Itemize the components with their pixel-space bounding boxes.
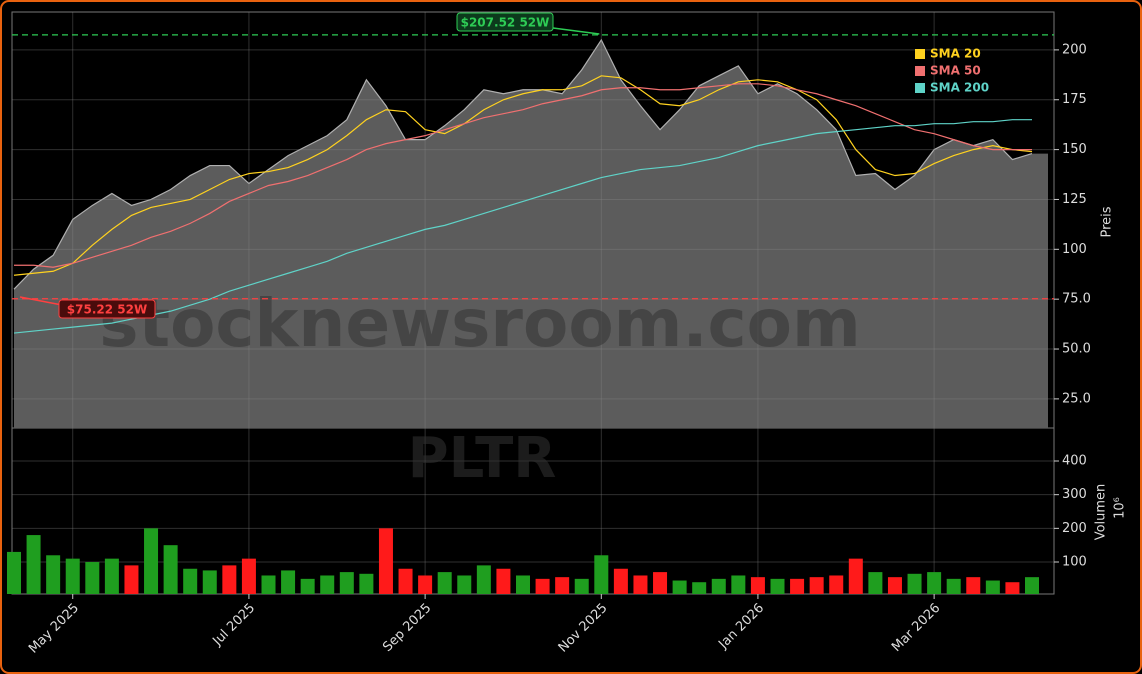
sma-line bbox=[13, 119, 1032, 334]
y-tick-label: 50.0 bbox=[1062, 342, 1091, 357]
volume-bar bbox=[241, 558, 256, 594]
y-axis-label: Preis bbox=[1100, 206, 1115, 237]
volume-bar bbox=[653, 572, 668, 594]
y-tick-label: 125 bbox=[1062, 192, 1087, 207]
volume-bar bbox=[104, 558, 119, 594]
volume-bar bbox=[594, 555, 609, 594]
y2-tick-label: 400 bbox=[1062, 453, 1087, 468]
volume-bar bbox=[437, 572, 452, 594]
volume-bar bbox=[281, 570, 296, 594]
volume-bar bbox=[555, 577, 570, 594]
volume-bar bbox=[7, 551, 21, 594]
sma-line bbox=[13, 75, 1033, 276]
volume-bar bbox=[457, 575, 472, 594]
volume-bar bbox=[222, 565, 237, 594]
volume-bar bbox=[633, 575, 648, 594]
volume-bar bbox=[398, 568, 413, 594]
volume-bar bbox=[496, 568, 511, 594]
volume-bar bbox=[1025, 577, 1039, 594]
legend-label: SMA 20 bbox=[930, 47, 981, 61]
y-tick-label: 175 bbox=[1062, 92, 1087, 107]
volume-bar bbox=[907, 573, 922, 594]
volume-bar bbox=[124, 565, 139, 594]
price-line bbox=[13, 38, 1033, 290]
volume-bar bbox=[65, 558, 80, 594]
annotation-box bbox=[456, 12, 554, 32]
volume-bar bbox=[613, 568, 628, 594]
volume-bar bbox=[927, 572, 942, 594]
volume-bar bbox=[946, 578, 961, 594]
volume-bar bbox=[85, 562, 100, 594]
y-tick-label: 25.0 bbox=[1062, 391, 1091, 406]
volume-bar bbox=[183, 568, 198, 594]
volume-bar bbox=[750, 577, 765, 594]
volume-bar bbox=[359, 573, 374, 594]
volume-bar bbox=[26, 535, 41, 594]
volume-bar bbox=[300, 578, 315, 594]
volume-bar bbox=[418, 575, 433, 594]
y2-tick-label: 300 bbox=[1062, 487, 1087, 502]
volume-bar bbox=[320, 575, 335, 594]
volume-bar bbox=[46, 555, 61, 594]
volume-bar bbox=[144, 528, 159, 594]
legend-swatch bbox=[915, 66, 925, 76]
volume-bar bbox=[261, 575, 276, 594]
symbol-watermark: PLTR bbox=[408, 426, 557, 491]
annotation-arrow bbox=[552, 27, 600, 35]
y2-tick-label: 200 bbox=[1062, 521, 1087, 536]
annotation-label: $75.22 52W bbox=[67, 303, 147, 317]
volume-bar bbox=[848, 558, 863, 594]
legend-label: SMA 50 bbox=[930, 64, 981, 78]
annotation-box bbox=[58, 299, 156, 319]
volume-bar bbox=[672, 580, 687, 594]
legend-label: SMA 200 bbox=[930, 81, 989, 95]
volume-bar bbox=[574, 578, 589, 594]
y2-tick-label: 100 bbox=[1062, 555, 1087, 570]
price-area bbox=[14, 39, 1048, 428]
volume-bar bbox=[202, 570, 217, 594]
volume-bar bbox=[163, 545, 178, 594]
volume-bar bbox=[985, 580, 1000, 594]
y-tick-label: 200 bbox=[1062, 42, 1087, 57]
volume-bar bbox=[809, 577, 824, 594]
y2-axis-unit: 10⁶ bbox=[1113, 497, 1128, 519]
volume-bar bbox=[378, 528, 393, 594]
volume-bar bbox=[516, 575, 530, 594]
legend-swatch bbox=[915, 49, 925, 59]
volume-bar bbox=[770, 578, 785, 594]
volume-bar bbox=[476, 565, 491, 594]
volume-bar bbox=[692, 582, 707, 594]
y-tick-label: 150 bbox=[1062, 142, 1087, 157]
volume-bar bbox=[711, 578, 726, 594]
legend-swatch bbox=[915, 83, 925, 93]
volume-bar bbox=[829, 575, 844, 594]
y-tick-label: 100 bbox=[1062, 242, 1087, 257]
volume-bar bbox=[731, 575, 746, 594]
volume-bar bbox=[339, 572, 354, 594]
sma-line bbox=[14, 83, 1032, 268]
watermark: stocknewsroom.com bbox=[99, 285, 861, 362]
volume-bar bbox=[868, 572, 883, 594]
volume-bar bbox=[1005, 582, 1020, 594]
volume-bar bbox=[535, 578, 550, 594]
volume-bar bbox=[966, 577, 981, 594]
volume-bar bbox=[887, 577, 902, 594]
annotation-label: $207.52 52W bbox=[461, 16, 550, 30]
volume-bar bbox=[790, 578, 805, 594]
y2-axis-label: Volumen bbox=[1094, 484, 1109, 541]
y-tick-label: 75.0 bbox=[1062, 292, 1091, 307]
annotation-arrow bbox=[19, 296, 63, 306]
